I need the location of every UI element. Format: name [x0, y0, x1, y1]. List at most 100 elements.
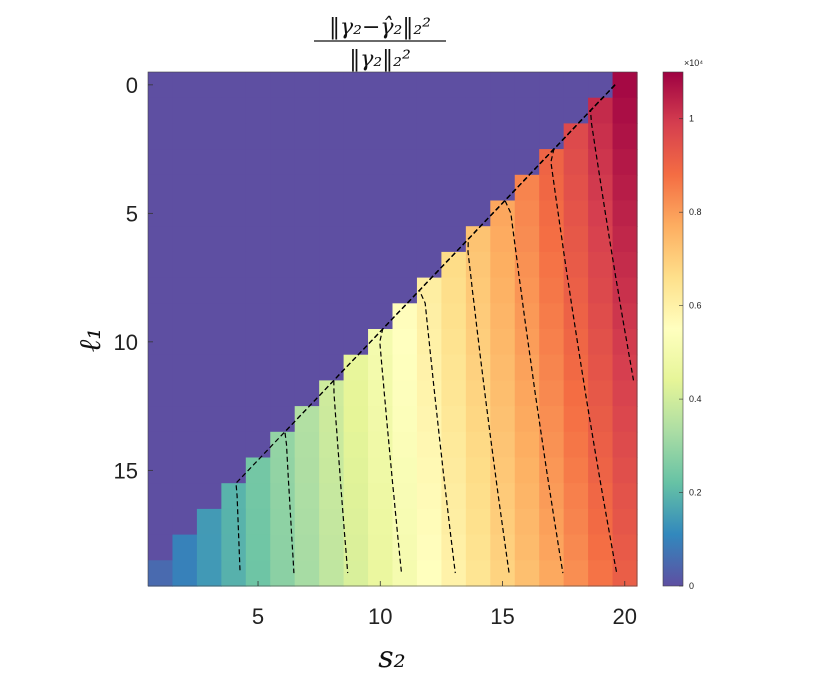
- heatmap-cell: [368, 483, 394, 510]
- heatmap-cell: [441, 277, 467, 304]
- colorbar-tick-label: 0.2: [689, 488, 702, 498]
- heatmap-cell: [465, 354, 491, 381]
- heatmap-cell: [221, 560, 247, 587]
- heatmap-cell: [514, 97, 540, 124]
- heatmap-cell: [343, 303, 369, 330]
- heatmap-cell: [148, 174, 174, 202]
- title-numerator: ‖γ₂−γ̂₂‖₂²: [329, 15, 431, 40]
- heatmap-cell: [294, 149, 320, 176]
- heatmap-cell: [196, 483, 222, 510]
- heatmap-cell: [319, 149, 345, 176]
- heatmap-cell: [319, 251, 345, 279]
- heatmap-cell: [441, 226, 467, 253]
- heatmap-cell: [319, 200, 345, 227]
- heatmap-cell: [514, 277, 540, 304]
- heatmap-cell: [294, 483, 320, 510]
- heatmap-cell: [245, 200, 271, 227]
- heatmap-cell: [172, 97, 198, 124]
- heatmap-cell: [539, 303, 565, 330]
- heatmap-cell: [270, 483, 296, 510]
- heatmap-cell: [612, 354, 638, 381]
- heatmap-cell: [588, 226, 614, 253]
- heatmap-cell: [441, 534, 467, 561]
- heatmap-cell: [588, 149, 614, 176]
- heatmap-cell: [539, 329, 565, 356]
- heatmap-cell: [612, 200, 638, 227]
- heatmap-cell: [490, 174, 516, 202]
- heatmap-cell: [563, 123, 589, 150]
- contour-lines: [235, 84, 635, 574]
- heatmap-cell: [514, 149, 540, 176]
- heatmap-cell: [514, 354, 540, 381]
- heatmap-cell: [270, 123, 296, 150]
- heatmap-cell: [612, 380, 638, 407]
- heatmap-cell: [514, 329, 540, 356]
- heatmap-cell: [416, 406, 442, 433]
- heatmap-cell: [514, 123, 540, 150]
- heatmap-cell: [221, 380, 247, 407]
- heatmap-cell: [245, 508, 271, 536]
- heatmap-cell: [221, 483, 247, 510]
- heatmap-cell: [465, 277, 491, 304]
- heatmap-cell: [490, 329, 516, 356]
- heatmap-cell: [392, 226, 418, 253]
- heatmap-cell: [148, 123, 174, 150]
- heatmap-cell: [392, 174, 418, 202]
- heatmap-cell: [148, 97, 174, 124]
- heatmap-cell: [221, 431, 247, 459]
- heatmap-cell: [588, 303, 614, 330]
- heatmap-cell: [294, 431, 320, 459]
- heatmap-cell: [392, 123, 418, 150]
- heatmap-cell: [392, 149, 418, 176]
- heatmap-cell: [148, 483, 174, 510]
- heatmap-cell: [196, 508, 222, 536]
- heatmap-cell: [392, 303, 418, 330]
- heatmap-cell: [563, 483, 589, 510]
- heatmap-cell: [441, 303, 467, 330]
- heatmap-cell: [319, 329, 345, 356]
- heatmap-cell: [563, 457, 589, 484]
- heatmap-cell: [343, 149, 369, 176]
- heatmap-cell: [343, 457, 369, 484]
- heatmap-cell: [588, 174, 614, 202]
- heatmap-cell: [343, 534, 369, 561]
- heatmap-cell: [221, 303, 247, 330]
- heatmap-cell: [612, 251, 638, 279]
- heatmap-cell: [539, 251, 565, 279]
- heatmap-cell: [392, 380, 418, 407]
- heatmap-cell: [196, 534, 222, 561]
- heatmap-cell: [270, 406, 296, 433]
- heatmap-cell: [588, 534, 614, 561]
- heatmap-cell: [563, 354, 589, 381]
- heatmap-cell: [245, 354, 271, 381]
- heatmap-cell: [148, 277, 174, 304]
- heatmap-cell: [294, 123, 320, 150]
- colorbar-tick-label: 1: [689, 114, 694, 124]
- heatmap-cell: [612, 97, 638, 124]
- heatmap-cell: [465, 380, 491, 407]
- heatmap-cell: [221, 72, 247, 99]
- colorbar: ×10⁴ 0 0.2 0.4 0.6 0.8 1: [662, 58, 703, 591]
- heatmap-cell: [539, 97, 565, 124]
- heatmap-cell: [416, 226, 442, 253]
- heatmap-cell: [563, 380, 589, 407]
- heatmap-cell: [612, 508, 638, 536]
- heatmap-cell: [319, 277, 345, 304]
- heatmap-cell: [319, 72, 345, 99]
- heatmap-cell: [490, 72, 516, 99]
- heatmap-cell: [441, 380, 467, 407]
- heatmap-cell: [392, 406, 418, 433]
- colorbar-tick-label: 0.8: [689, 207, 702, 217]
- heatmap-cell: [588, 277, 614, 304]
- chart-title: ‖γ₂−γ̂₂‖₂² ‖γ₂‖₂²: [314, 15, 446, 72]
- heatmap-cell: [416, 508, 442, 536]
- heatmap-cell: [588, 457, 614, 484]
- heatmap-cell: [612, 457, 638, 484]
- heatmap-cell: [588, 431, 614, 459]
- heatmap-cell: [319, 174, 345, 202]
- heatmap-cell: [343, 97, 369, 124]
- heatmap-cell: [392, 431, 418, 459]
- heatmap-cell: [514, 483, 540, 510]
- heatmap-cell: [441, 149, 467, 176]
- heatmap-cell: [196, 174, 222, 202]
